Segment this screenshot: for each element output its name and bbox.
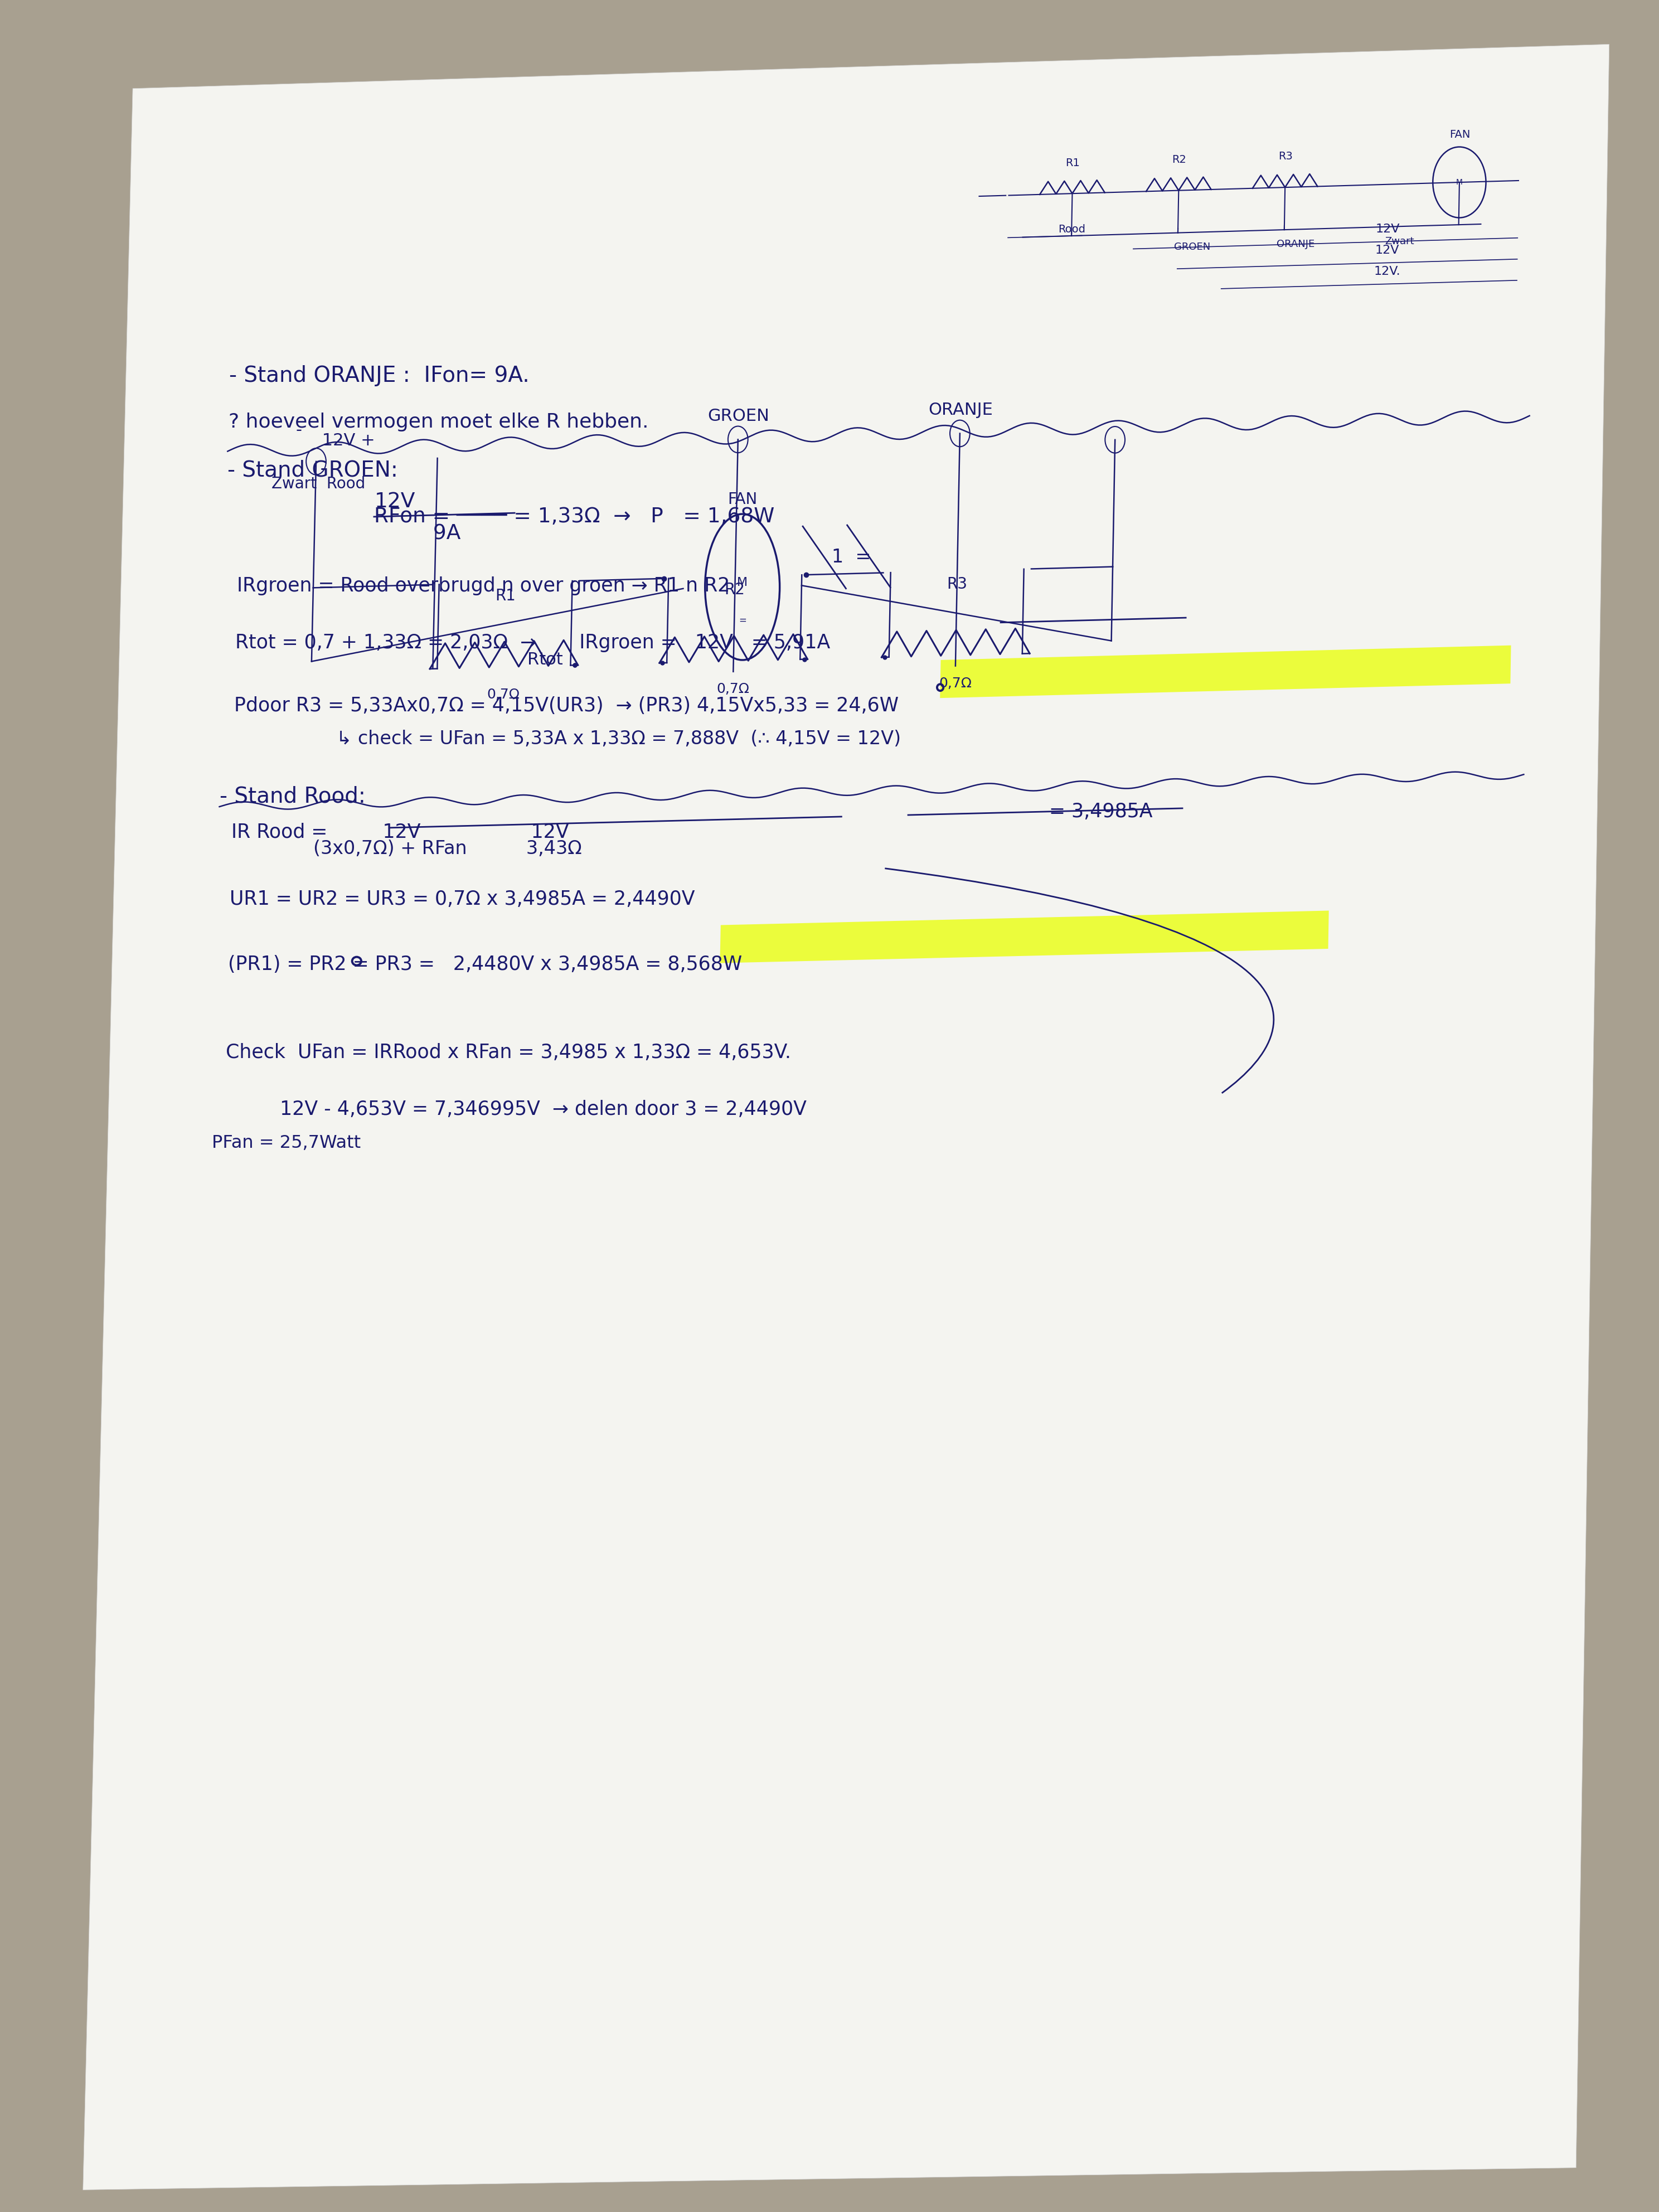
Text: 12V: 12V	[1375, 246, 1400, 257]
Text: GROEN: GROEN	[1175, 241, 1211, 252]
Text: FAN: FAN	[1450, 128, 1470, 139]
Text: R3: R3	[1279, 150, 1292, 161]
Text: 12V +: 12V +	[317, 431, 375, 449]
Text: 9A: 9A	[373, 524, 461, 544]
Text: 1  =: 1 =	[831, 549, 871, 566]
Text: Zwart  Rood: Zwart Rood	[270, 476, 365, 491]
Text: ORANJE: ORANJE	[927, 403, 992, 418]
Text: RFon = ──── = 1,33Ω  →   P   = 1,68W: RFon = ──── = 1,33Ω → P = 1,68W	[373, 507, 775, 526]
Polygon shape	[941, 646, 1511, 699]
Text: R3: R3	[947, 577, 967, 593]
Text: M: M	[1457, 179, 1463, 186]
Text: 0,7Ω: 0,7Ω	[717, 681, 750, 695]
Polygon shape	[720, 911, 1329, 962]
Text: Rood: Rood	[1058, 223, 1085, 234]
Text: R1: R1	[494, 588, 516, 604]
Text: M: M	[737, 577, 748, 588]
Text: - Stand ORANJE :  IFon= 9A.: - Stand ORANJE : IFon= 9A.	[229, 365, 529, 387]
Text: 0,7Ω: 0,7Ω	[939, 677, 972, 690]
Text: Pdoor R3 = 5,33Ax0,7Ω = 4,15V(UR3)  → (PR3) 4,15Vx5,33 = 24,6W: Pdoor R3 = 5,33Ax0,7Ω = 4,15V(UR3) → (PR…	[222, 697, 899, 714]
Text: ↳ check = UFan = 5,33A x 1,33Ω = 7,888V  (∴ 4,15V = 12V): ↳ check = UFan = 5,33A x 1,33Ω = 7,888V …	[325, 730, 901, 748]
Text: - Stand GROEN:: - Stand GROEN:	[227, 460, 398, 480]
Text: (PR1) = PR2 = PR3 =   2,4480V x 3,4985A = 8,568W: (PR1) = PR2 = PR3 = 2,4480V x 3,4985A = …	[216, 956, 742, 973]
Text: FAN: FAN	[728, 491, 757, 507]
Text: Check  UFan = IRRood x RFan = 3,4985 x 1,33Ω = 4,653V.: Check UFan = IRRood x RFan = 3,4985 x 1,…	[214, 1044, 791, 1062]
Text: 12V - 4,653V = 7,346995V  → delen door 3 = 2,4490V: 12V - 4,653V = 7,346995V → delen door 3 …	[212, 1099, 806, 1119]
Text: UR1 = UR2 = UR3 = 0,7Ω x 3,4985A = 2,4490V: UR1 = UR2 = UR3 = 0,7Ω x 3,4985A = 2,449…	[217, 889, 695, 909]
Text: R2: R2	[725, 582, 745, 597]
Polygon shape	[83, 44, 1609, 2190]
Text: 12V: 12V	[375, 491, 415, 511]
Text: = 3,4985A: = 3,4985A	[1048, 803, 1153, 821]
Text: GROEN: GROEN	[708, 407, 770, 425]
Text: Zwart: Zwart	[1385, 237, 1413, 246]
Text: IR Rood =         12V                  12V: IR Rood = 12V 12V	[219, 823, 569, 841]
Text: ? hoeveel vermogen moet elke R hebben.: ? hoeveel vermogen moet elke R hebben.	[229, 411, 649, 431]
Text: Rtot: Rtot	[222, 650, 562, 668]
Text: =: =	[738, 615, 747, 626]
Text: - Stand Rood:: - Stand Rood:	[219, 785, 365, 807]
Text: ORANJE: ORANJE	[1277, 239, 1316, 250]
Text: Rtot = 0,7 + 1,33Ω = 2,03Ω  →       IRgroen =   12V   = 5,91A: Rtot = 0,7 + 1,33Ω = 2,03Ω → IRgroen = 1…	[224, 633, 831, 653]
Text: 12V: 12V	[1375, 223, 1400, 234]
Text: 12V.: 12V.	[1374, 265, 1400, 276]
Text: R1: R1	[1065, 157, 1080, 168]
Text: (3x0,7Ω) + RFan          3,43Ω: (3x0,7Ω) + RFan 3,43Ω	[219, 841, 582, 858]
Text: PFan = 25,7Watt: PFan = 25,7Watt	[212, 1135, 360, 1152]
Text: -: -	[295, 422, 302, 438]
Text: 0,7Ω: 0,7Ω	[488, 688, 519, 701]
Text: IRgroen = Rood overbrugd n over groen → R1 n R2: IRgroen = Rood overbrugd n over groen → …	[224, 577, 730, 595]
Text: R2: R2	[1171, 155, 1186, 166]
